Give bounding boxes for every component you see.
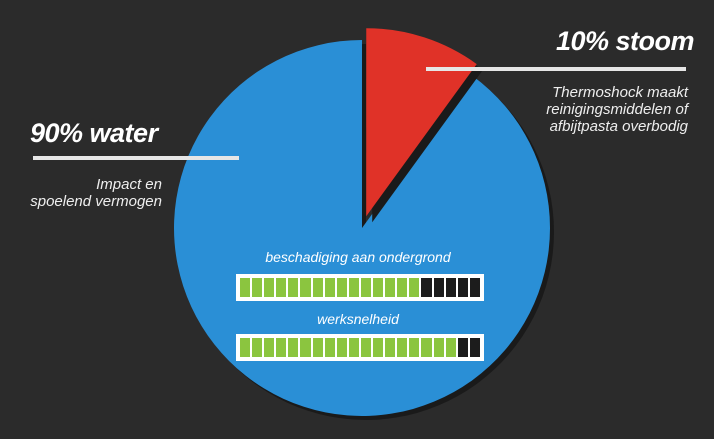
meter-segment-filled (397, 338, 408, 357)
meter-segment-empty (457, 338, 468, 357)
meter-segment-filled (397, 278, 408, 297)
steam-description-line-1: Thermoshock maakt (552, 84, 688, 101)
meter-segment-filled (409, 338, 420, 357)
meter-segment-filled (324, 278, 335, 297)
steam-description: Thermoshock maakt reinigingsmiddelen of … (546, 84, 688, 135)
speed-meter (236, 334, 484, 361)
meter-segment-filled (240, 278, 251, 297)
meter-segment-filled (264, 338, 275, 357)
meter-segment-filled (385, 338, 396, 357)
meter-segment-empty (433, 278, 444, 297)
meter-segment-filled (385, 278, 396, 297)
meter-segment-filled (373, 278, 384, 297)
meter-segment-filled (288, 338, 299, 357)
meter-segment-filled (421, 338, 432, 357)
steam-description-line-3: afbijtpasta overbodig (549, 118, 688, 135)
steam-leader-line (426, 67, 686, 71)
water-percentage-label: 90% water (30, 118, 158, 148)
meter-segment-filled (348, 278, 359, 297)
meter-segment-filled (252, 278, 263, 297)
speed-meter-label: werksnelheid (317, 311, 399, 327)
pie-slice-steam (366, 28, 477, 217)
meter-segment-filled (300, 338, 311, 357)
water-description-line-1: Impact en (96, 176, 162, 193)
meter-segment-filled (264, 278, 275, 297)
meter-segment-filled (445, 338, 456, 357)
steam-percentage-label: 10% stoom (556, 26, 695, 56)
meter-segment-filled (300, 278, 311, 297)
meter-segment-filled (433, 338, 444, 357)
meter-segment-filled (409, 278, 420, 297)
meter-segment-filled (348, 338, 359, 357)
meter-segment-filled (240, 338, 251, 357)
meter-segment-empty (469, 278, 480, 297)
meter-segment-filled (360, 338, 372, 357)
meter-segment-empty (445, 278, 456, 297)
pie-slice-water (174, 40, 551, 416)
meter-segment-empty (457, 278, 468, 297)
meter-segment-empty (421, 278, 432, 297)
damage-meter (236, 274, 484, 301)
water-leader-line (33, 156, 239, 160)
meter-segment-filled (252, 338, 263, 357)
meter-segment-filled (312, 338, 323, 357)
meter-segment-filled (360, 278, 372, 297)
meter-segment-filled (312, 278, 323, 297)
water-description-line-2: spoelend vermogen (30, 193, 162, 210)
meter-segment-filled (324, 338, 335, 357)
damage-meter-label: beschadiging aan ondergrond (265, 249, 451, 265)
steam-description-line-2: reinigingsmiddelen of (546, 101, 688, 118)
meter-segment-filled (276, 338, 287, 357)
meter-segment-filled (373, 338, 384, 357)
meter-segment-empty (469, 338, 480, 357)
meter-segment-filled (288, 278, 299, 297)
water-description: Impact en spoelend vermogen (30, 176, 162, 210)
meter-segment-filled (336, 338, 347, 357)
meter-segment-filled (336, 278, 347, 297)
meter-segment-filled (276, 278, 287, 297)
